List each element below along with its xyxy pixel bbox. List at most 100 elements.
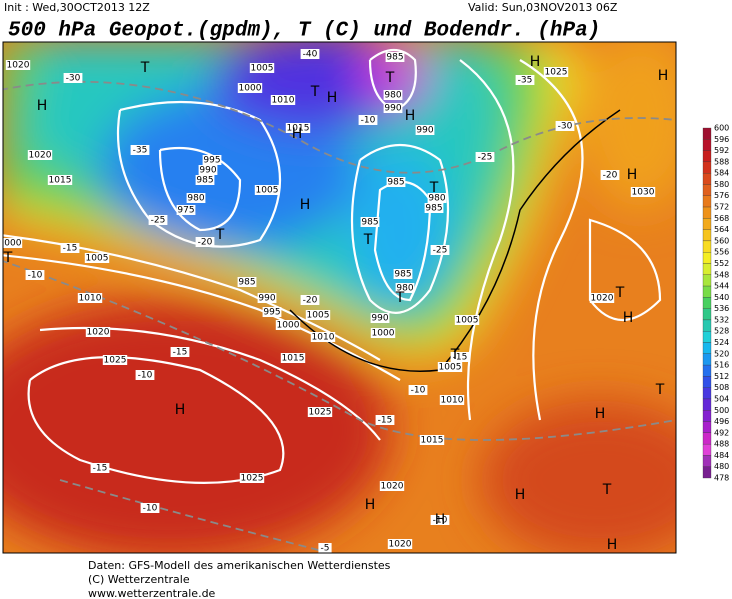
temperature-label: -30 <box>66 74 81 84</box>
legend-label: 536 <box>714 304 729 313</box>
isobar-label: 1005 <box>86 254 109 264</box>
legend-label: 532 <box>714 315 729 324</box>
isobar-label-bg <box>383 90 403 100</box>
legend-label: 584 <box>714 169 729 178</box>
isobar-label-bg <box>419 435 445 445</box>
isobar-label-bg <box>186 193 206 203</box>
isobar-label: 1005 <box>256 186 279 196</box>
isobar-label: 1025 <box>545 68 568 78</box>
pressure-center: T <box>450 347 460 363</box>
temperature-label: -5 <box>321 544 330 554</box>
pressure-center: H <box>658 68 669 84</box>
temperature-label: -10 <box>138 371 153 381</box>
temperature-label: -15 <box>378 416 393 426</box>
legend-swatch <box>702 432 712 445</box>
footer-source: Daten: GFS-Modell des amerikanischen Wet… <box>88 559 391 572</box>
temperature-label-bg <box>358 115 378 125</box>
legend-label: 600 <box>714 124 729 133</box>
legend-label: 580 <box>714 180 729 189</box>
isobar-label: 1020 <box>87 328 110 338</box>
temperature-label: -20 <box>603 171 618 181</box>
legend-label: 540 <box>714 293 729 302</box>
legend-label: 572 <box>714 203 729 212</box>
isobar-label-bg <box>385 52 405 62</box>
footer-url: www.wetterzentrale.de <box>88 587 216 599</box>
isobar-label: 1005 <box>439 363 462 373</box>
legend-label: 484 <box>714 451 729 460</box>
isobar-label: 1010 <box>272 96 295 106</box>
temperature-label: -10 <box>361 116 376 126</box>
isobar-label-bg <box>85 327 111 337</box>
legend-swatch <box>702 206 712 219</box>
isobar-label: 990 <box>258 294 275 304</box>
temperature-label-bg <box>375 415 395 425</box>
pressure-center: T <box>363 232 373 248</box>
legend-label: 576 <box>714 191 729 200</box>
temperature-label-bg <box>300 295 320 305</box>
isobar-label-bg <box>379 481 405 491</box>
isobar-label-bg <box>254 185 280 195</box>
legend-label: 588 <box>714 157 729 166</box>
legend-swatch <box>702 263 712 275</box>
temperature-label-bg <box>60 243 80 253</box>
isobar-label-bg <box>439 395 465 405</box>
legend-label: 560 <box>714 236 729 245</box>
legend-label: 524 <box>714 338 729 347</box>
isobar-label-bg <box>198 165 218 175</box>
legend-label: 508 <box>714 383 729 392</box>
isobar-label-bg <box>393 269 413 279</box>
isobar-label-bg <box>285 123 311 133</box>
legend-swatch <box>702 455 712 467</box>
temperature-label: -10 <box>28 271 43 281</box>
isobar-label: 985 <box>361 218 378 228</box>
legend-swatch <box>702 173 712 185</box>
pressure-center: T <box>429 180 439 196</box>
legend-label: 564 <box>714 225 729 234</box>
isobar-label-bg <box>202 155 222 165</box>
isobar-label-bg <box>270 95 296 105</box>
isobar-label: 1020 <box>389 540 412 550</box>
isobar-label-bg <box>305 310 331 320</box>
pressure-center: H <box>175 402 186 418</box>
isobar-label: 985 <box>425 204 442 214</box>
pressure-center: T <box>385 70 395 86</box>
map-area: 1020102010151005100010101015995990985980… <box>3 42 676 554</box>
isobar-label: 1010 <box>312 333 335 343</box>
isobar-label-bg <box>437 362 463 372</box>
front-line <box>289 109 621 372</box>
legend-label: 500 <box>714 406 729 415</box>
legend-label: 488 <box>714 440 729 449</box>
temperature-label-bg <box>318 543 332 553</box>
isobar-label: 1015 <box>282 354 305 364</box>
temperature-label: -15 <box>453 353 468 363</box>
isobar-label: 980 <box>396 284 413 294</box>
pressure-center: T <box>215 227 225 243</box>
isobar-label: 1015 <box>421 436 444 446</box>
legend-label: 592 <box>714 146 729 155</box>
legend-swatch <box>702 398 712 411</box>
isobar-label: 985 <box>238 278 255 288</box>
isobar-label-bg <box>3 238 23 248</box>
legend-label: 516 <box>714 361 729 370</box>
legend-label: 504 <box>714 394 729 403</box>
temperature-label: -25 <box>478 153 493 163</box>
isobar-label: 1025 <box>309 408 332 418</box>
temperature-label-bg <box>450 352 470 362</box>
pressure-center: H <box>365 497 376 513</box>
isobar-label: 1000 <box>372 329 395 339</box>
pressure-center: T <box>3 250 13 266</box>
isobar-label-bg <box>84 253 110 263</box>
isobar-label-bg <box>249 63 275 73</box>
isobar-label-bg <box>257 293 277 303</box>
pressure-center: T <box>615 285 625 301</box>
isobar-label: 985 <box>386 53 403 63</box>
temperature-label-bg <box>90 463 110 473</box>
legend-label: 528 <box>714 327 729 336</box>
legend-swatch <box>702 229 712 242</box>
pressure-center: H <box>300 197 311 213</box>
temperature-label-bg <box>195 237 215 247</box>
isobar-label: 990 <box>384 104 401 114</box>
temperature-label-bg <box>515 75 535 85</box>
pressure-center: T <box>140 60 150 76</box>
